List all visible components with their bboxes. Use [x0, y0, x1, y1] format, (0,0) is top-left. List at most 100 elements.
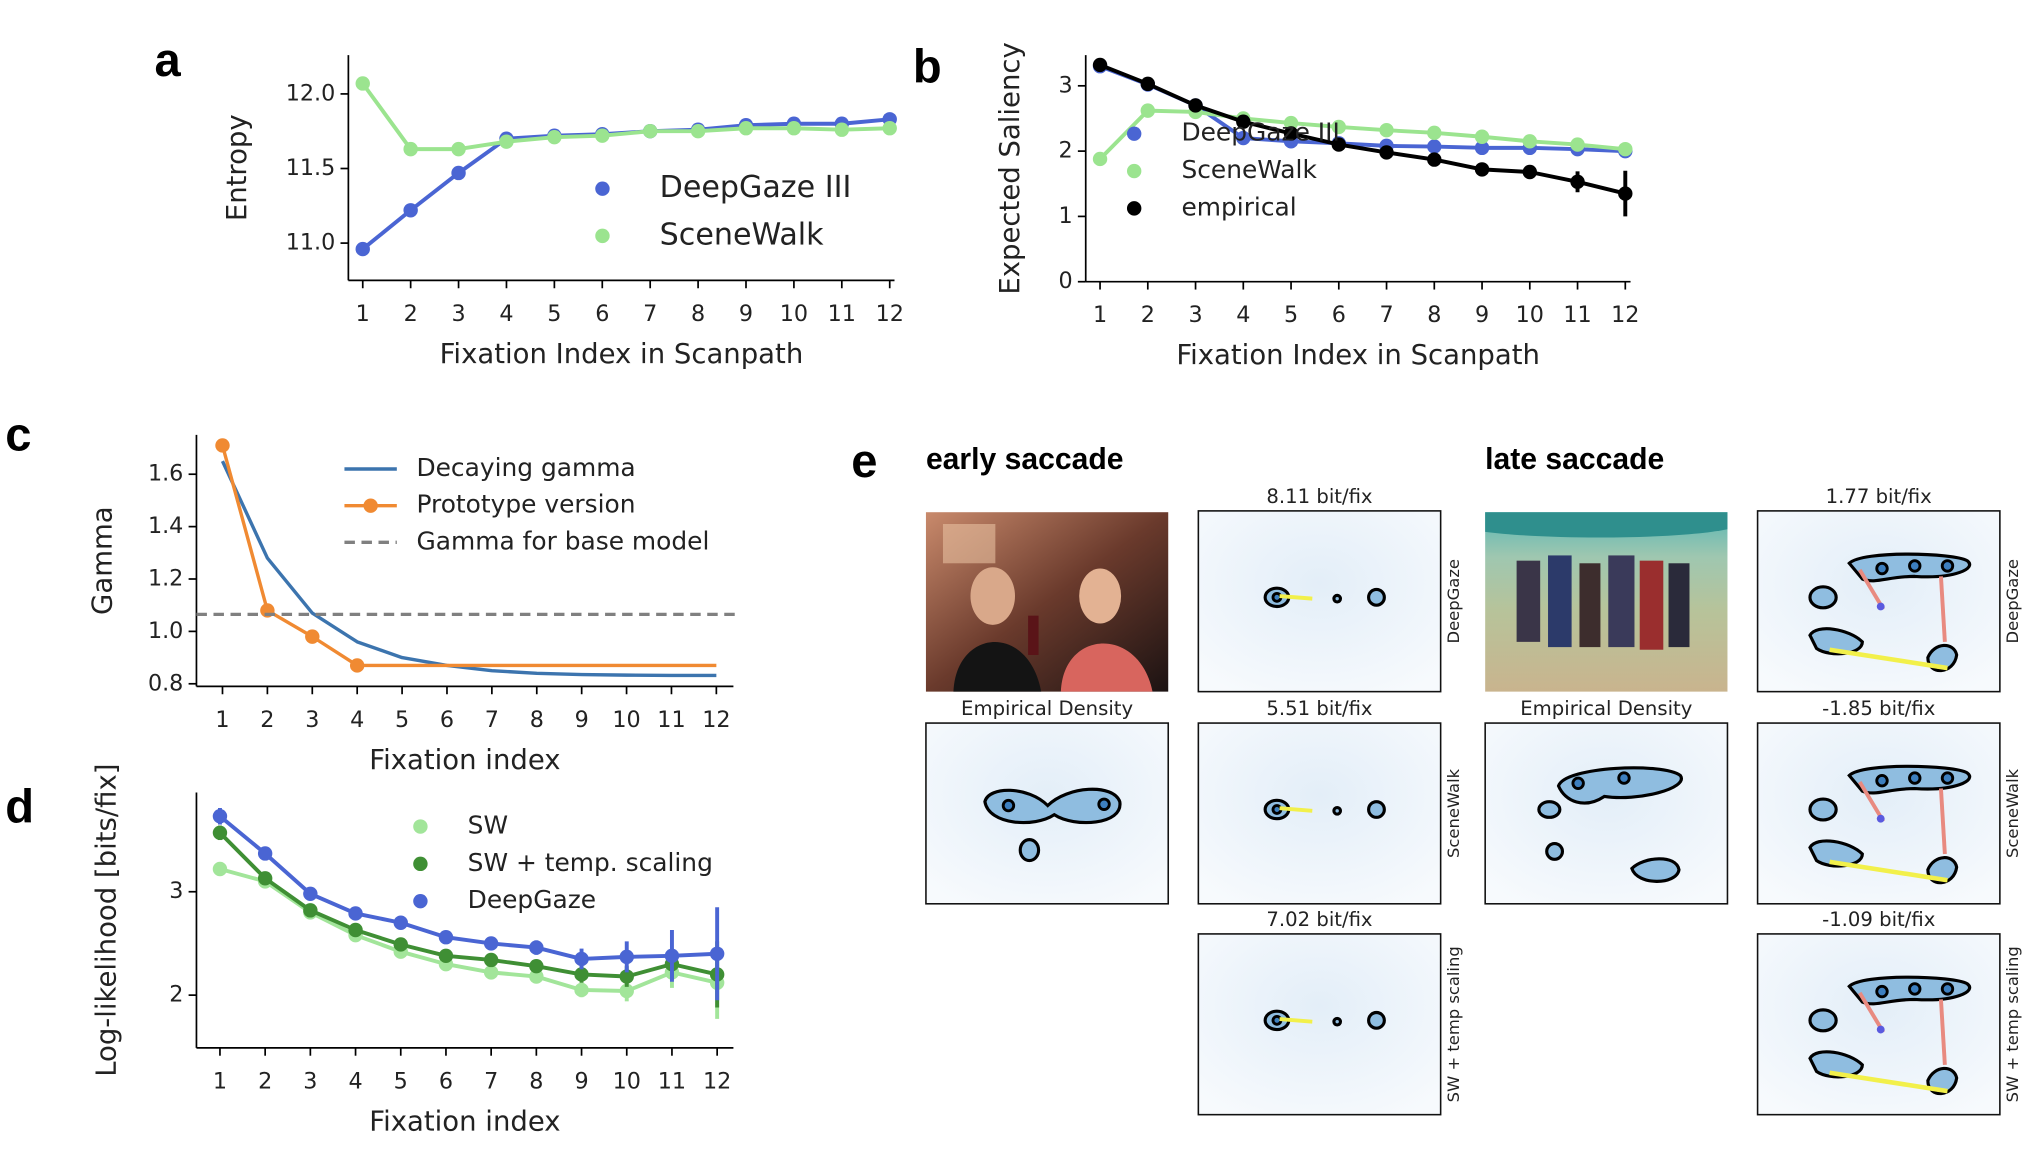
density-map — [925, 722, 1170, 905]
data-point — [349, 658, 365, 673]
map-frame — [1197, 722, 1442, 905]
x-tick-label: 5 — [1284, 302, 1298, 328]
data-point — [483, 936, 499, 951]
legend-label: DeepGaze III — [660, 170, 852, 205]
data-point — [786, 121, 802, 136]
model-label: SW + temp scaling — [1444, 946, 1463, 1102]
x-tick-label: 1 — [213, 1068, 227, 1094]
image-caption: Empirical Density — [1520, 697, 1692, 720]
legend-label: SceneWalk — [1181, 155, 1317, 184]
data-point — [1236, 114, 1251, 129]
x-tick-label: 10 — [780, 301, 808, 327]
x-tick-label: 6 — [440, 707, 454, 733]
data-point — [1092, 57, 1108, 73]
x-tick-label: 2 — [260, 707, 274, 733]
x-tick-label: 7 — [484, 1068, 498, 1094]
map-frame — [1197, 510, 1442, 693]
y-axis-label: Entropy — [221, 114, 253, 221]
map-frame — [1756, 722, 2001, 905]
x-tick-label: 4 — [348, 1068, 362, 1094]
data-point — [1474, 129, 1490, 144]
data-point — [1618, 141, 1633, 157]
x-tick-label: 9 — [1475, 302, 1489, 328]
legend-label: Prototype version — [416, 490, 635, 519]
data-point — [664, 948, 680, 964]
x-tick-label: 10 — [1516, 302, 1544, 328]
model-label: DeepGaze — [2003, 559, 2022, 643]
photo — [1485, 512, 1728, 692]
data-point — [529, 940, 544, 955]
legend-marker — [1126, 163, 1142, 179]
x-axis-label: Fixation Index in Scanpath — [1176, 339, 1540, 371]
model-label: SW + temp scaling — [2003, 946, 2022, 1102]
x-tick-label: 7 — [1379, 302, 1393, 328]
data-point — [1283, 126, 1299, 141]
data-point — [642, 124, 658, 139]
data-point — [1379, 123, 1394, 138]
x-tick-label: 7 — [485, 707, 499, 733]
data-point — [1331, 137, 1346, 152]
score-label: -1.85 bit/fix — [1822, 697, 1935, 720]
y-tick-label: 0.8 — [148, 670, 183, 696]
model-label: DeepGaze — [1444, 559, 1463, 643]
y-tick-label: 1.0 — [148, 618, 183, 644]
data-point — [1283, 115, 1299, 131]
data-point — [709, 946, 725, 961]
data-point — [438, 948, 454, 964]
panel-letter: e — [851, 434, 877, 487]
score-label: 5.51 bit/fix — [1266, 697, 1372, 720]
series-line — [1098, 108, 1626, 161]
legend-marker — [413, 893, 428, 909]
y-tick-label: 0 — [1058, 268, 1072, 294]
x-tick-label: 9 — [574, 1068, 588, 1094]
map-frame — [1197, 933, 1442, 1116]
data-point — [483, 965, 499, 980]
x-tick-label: 11 — [657, 707, 685, 733]
data-point — [438, 930, 454, 945]
x-tick-label: 3 — [305, 707, 319, 733]
y-axis-label: Gamma — [86, 506, 118, 615]
series-line — [1099, 64, 1626, 154]
density-map — [1198, 510, 1441, 692]
score-label: 8.11 bit/fix — [1266, 485, 1372, 508]
data-point — [1522, 134, 1537, 149]
legend-marker — [595, 181, 610, 196]
data-point — [348, 922, 363, 938]
y-axis-label: Expected Saliency — [994, 42, 1026, 294]
data-point — [499, 134, 514, 149]
data-point — [882, 121, 897, 136]
x-tick-label: 6 — [1332, 302, 1346, 328]
data-point — [834, 122, 850, 137]
x-tick-label: 5 — [395, 707, 409, 733]
x-tick-label: 1 — [215, 707, 229, 733]
data-point — [212, 825, 228, 841]
score-label: 7.02 bit/fix — [1266, 908, 1372, 931]
x-tick-label: 4 — [350, 707, 364, 733]
data-point — [690, 124, 706, 139]
x-tick-label: 10 — [612, 707, 640, 733]
model-label: SceneWalk — [1444, 768, 1463, 858]
y-tick-label: 3 — [1058, 72, 1072, 98]
x-tick-label: 3 — [303, 1068, 317, 1094]
data-point — [403, 203, 418, 218]
density-map — [1484, 722, 1729, 905]
data-point — [303, 903, 318, 918]
data-point — [1092, 151, 1108, 167]
x-tick-label: 2 — [1141, 302, 1155, 328]
data-point — [212, 861, 228, 877]
data-point — [738, 121, 754, 136]
x-tick-label: 6 — [595, 301, 609, 327]
map-frame — [1756, 510, 2001, 693]
data-point — [1474, 162, 1490, 177]
data-point — [574, 951, 589, 967]
data-point — [1140, 103, 1156, 118]
data-point — [393, 915, 408, 930]
x-tick-label: 4 — [1236, 302, 1250, 328]
data-point — [355, 241, 370, 257]
series-line — [218, 831, 718, 979]
series-line — [361, 82, 890, 152]
data-point — [1618, 186, 1633, 201]
x-tick-label: 5 — [547, 301, 561, 327]
data-point — [451, 165, 466, 181]
y-tick-label: 2 — [169, 982, 183, 1008]
